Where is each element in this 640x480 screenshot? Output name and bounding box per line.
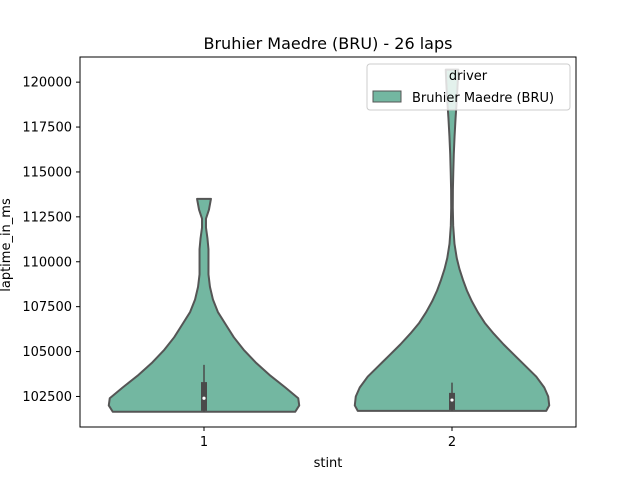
violin-stint-1 [107,197,301,413]
y-tick-label: 115000 [22,165,72,180]
x-axis-label: stint [314,456,343,471]
violin-median-point [450,398,454,402]
x-tick-label: 1 [200,435,208,450]
y-tick-label: 105000 [22,345,72,360]
legend-title: driver [449,69,488,84]
y-axis-label: laptime_in_ms [0,198,14,292]
x-tick-label: 2 [448,435,456,450]
y-tick-label: 117500 [22,121,72,136]
violin-median-point [202,396,206,400]
violin-iqr-box [201,382,207,411]
y-tick-label: 110000 [22,255,72,270]
legend-box [366,63,571,111]
y-tick-label: 107500 [22,300,72,315]
y-tick-label: 112500 [22,210,72,225]
y-axis: 102500 105000 107500 110000 112500 115000 1175… [22,76,80,405]
y-tick-label: 102500 [22,390,72,405]
chart-title: Bruhier Maedre (BRU) - 26 laps [204,34,453,53]
legend: driver Bruhier Maedre (BRU) [366,63,571,111]
plot-frame [79,56,577,428]
legend-swatch [372,90,402,103]
y-tick-label: 120000 [22,76,72,91]
legend-entry-label: Bruhier Maedre (BRU) [412,91,554,106]
